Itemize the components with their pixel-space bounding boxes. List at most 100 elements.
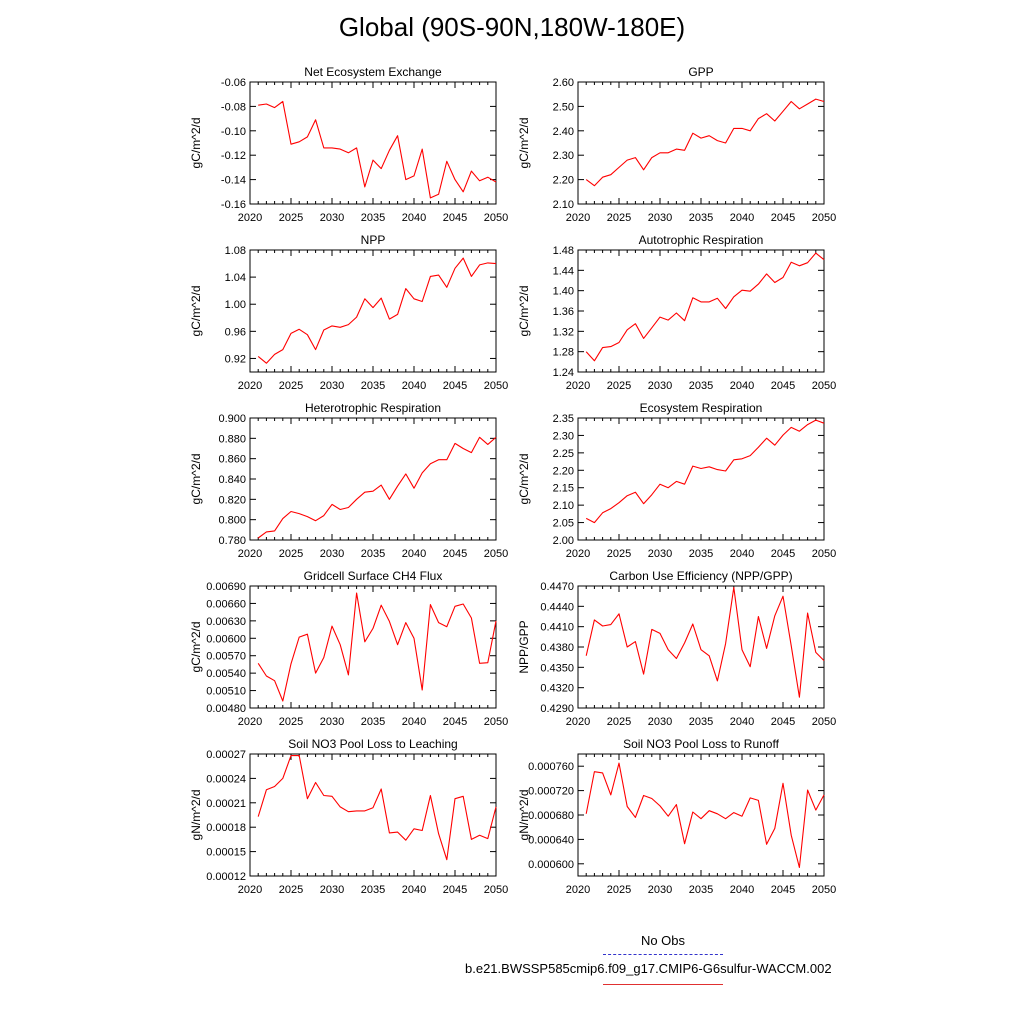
panel-1-xtick-label: 2020 <box>238 212 262 224</box>
panel-1-xtick-label: 2025 <box>279 212 303 224</box>
panel-7-ytick-label: 0.00540 <box>206 668 246 680</box>
panel-7-frame <box>249 585 497 709</box>
panel-3-xtick-label: 2035 <box>361 380 385 392</box>
panel-5-ytick-label: 0.900 <box>218 413 246 425</box>
panel-10-ylabel: gN/m^2/d <box>517 790 531 841</box>
panel-6-xtick-label: 2025 <box>607 548 631 560</box>
panel-5-xtick-label: 2035 <box>361 548 385 560</box>
panel-8-xtick-label: 2045 <box>771 716 795 728</box>
panel-1-ytick-label: -0.10 <box>221 126 246 138</box>
panel-8-xtick-label: 2020 <box>566 716 590 728</box>
panel-10-title: Soil NO3 Pool Loss to Runoff <box>623 737 780 751</box>
panel-3-series-line-1 <box>257 257 497 364</box>
panel-7-ytick-label: 0.00690 <box>206 581 246 593</box>
panel-7-xtick-label: 2030 <box>320 716 344 728</box>
panel-10-frame <box>577 753 825 877</box>
panel-7-series-line-1 <box>257 592 497 702</box>
panel-10-xtick-label: 2030 <box>648 884 672 896</box>
panel-9-xtick-label: 2045 <box>443 884 467 896</box>
panel-3-ytick-label: 1.08 <box>225 245 246 257</box>
panel-4-ytick-label: 1.44 <box>553 265 574 277</box>
panel-3-title: NPP <box>361 233 386 247</box>
panel-4-xtick-label: 2050 <box>812 380 836 392</box>
panel-6-frame <box>577 417 825 541</box>
panel-3-xtick-label: 2020 <box>238 380 262 392</box>
panel-2-ytick-label: 2.50 <box>553 101 574 113</box>
panel-3-ytick-label: 0.96 <box>225 326 246 338</box>
panel-6-ytick-label: 2.20 <box>553 465 574 477</box>
panel-9-xtick-label: 2030 <box>320 884 344 896</box>
figure-title: Global (90S-90N,180W-180E) <box>338 12 686 42</box>
panel-9-ytick-label: 0.00015 <box>206 847 246 859</box>
panel-2-ytick-label: 2.40 <box>553 126 574 138</box>
panel-10-series-line-1 <box>585 762 825 869</box>
panel-5-series-line-1 <box>257 436 497 539</box>
panel-5-ytick-label: 0.860 <box>218 454 246 466</box>
panel-6-ytick-label: 2.00 <box>553 535 574 547</box>
panel-8-ytick-label: 0.4410 <box>540 622 574 634</box>
panel-5-ytick-label: 0.820 <box>218 494 246 506</box>
panel-7-xtick-label: 2020 <box>238 716 262 728</box>
panel-5-xtick-label: 2020 <box>238 548 262 560</box>
panel-3-frame <box>249 249 497 373</box>
panel-2-frame <box>577 81 825 205</box>
panel-4-frame <box>577 249 825 373</box>
panel-9-series-line-1 <box>257 755 497 861</box>
panel-9-ytick-label: 0.00021 <box>206 798 246 810</box>
panel-8-ytick-label: 0.4290 <box>540 703 574 715</box>
panel-1-ytick-label: -0.14 <box>221 175 246 187</box>
panel-2-ytick-label: 2.60 <box>553 77 574 89</box>
panel-4-ytick-label: 1.36 <box>553 306 574 318</box>
panel-9-xtick-label: 2035 <box>361 884 385 896</box>
panel-5-ytick-label: 0.800 <box>218 515 246 527</box>
panel-6-ytick-label: 2.15 <box>553 483 574 495</box>
panel-3-xtick-label: 2040 <box>402 380 426 392</box>
panel-8-ytick-label: 0.4380 <box>540 642 574 654</box>
panel-4-xtick-label: 2045 <box>771 380 795 392</box>
panel-10-ytick-label: 0.000760 <box>528 761 574 773</box>
panel-2-ytick-label: 2.30 <box>553 150 574 162</box>
panel-9-xtick-label: 2025 <box>279 884 303 896</box>
panel-1-ytick-label: -0.06 <box>221 77 246 89</box>
panel-8-xtick-label: 2035 <box>689 716 713 728</box>
panel-9-xtick-label: 2040 <box>402 884 426 896</box>
panel-1-title: Net Ecosystem Exchange <box>304 65 442 79</box>
panel-1-ytick-label: -0.12 <box>221 150 246 162</box>
panel-2-xtick-label: 2035 <box>689 212 713 224</box>
panel-3-xtick-label: 2030 <box>320 380 344 392</box>
panel-6-ylabel: gC/m^2/d <box>517 454 531 505</box>
panel-7-ytick-label: 0.00570 <box>206 651 246 663</box>
legend-obs-label: No Obs <box>640 933 686 948</box>
panel-7-ytick-label: 0.00480 <box>206 703 246 715</box>
panel-10-xtick-label: 2040 <box>730 884 754 896</box>
panel-3-xtick-label: 2025 <box>279 380 303 392</box>
panel-6-ytick-label: 2.10 <box>553 500 574 512</box>
panel-6-xtick-label: 2040 <box>730 548 754 560</box>
panel-1-ytick-label: -0.08 <box>221 101 246 113</box>
panel-7-xtick-label: 2040 <box>402 716 426 728</box>
panel-9-ytick-label: 0.00012 <box>206 871 246 883</box>
panel-8-xtick-label: 2050 <box>812 716 836 728</box>
panel-1-xtick-label: 2045 <box>443 212 467 224</box>
panel-4-ytick-label: 1.48 <box>553 245 574 257</box>
panel-4-ytick-label: 1.28 <box>553 347 574 359</box>
panel-2-xtick-label: 2045 <box>771 212 795 224</box>
panel-4-ytick-label: 1.24 <box>553 367 574 379</box>
panel-4-xtick-label: 2035 <box>689 380 713 392</box>
panel-4-ytick-label: 1.32 <box>553 326 574 338</box>
panel-6-xtick-label: 2035 <box>689 548 713 560</box>
panel-6-xtick-label: 2050 <box>812 548 836 560</box>
panel-8-xtick-label: 2040 <box>730 716 754 728</box>
panel-8-ytick-label: 0.4320 <box>540 683 574 695</box>
panel-6-title: Ecosystem Respiration <box>640 401 763 415</box>
panel-8-ytick-label: 0.4350 <box>540 662 574 674</box>
panel-8-xtick-label: 2025 <box>607 716 631 728</box>
panel-8-series-line-1 <box>585 586 825 698</box>
panel-7-xtick-label: 2025 <box>279 716 303 728</box>
panel-8-ylabel: NPP/GPP <box>517 620 531 673</box>
panel-7-ylabel: gC/m^2/d <box>189 622 203 673</box>
panel-5-ytick-label: 0.880 <box>218 433 246 445</box>
panel-8-frame <box>577 585 825 709</box>
panel-2-xtick-label: 2040 <box>730 212 754 224</box>
